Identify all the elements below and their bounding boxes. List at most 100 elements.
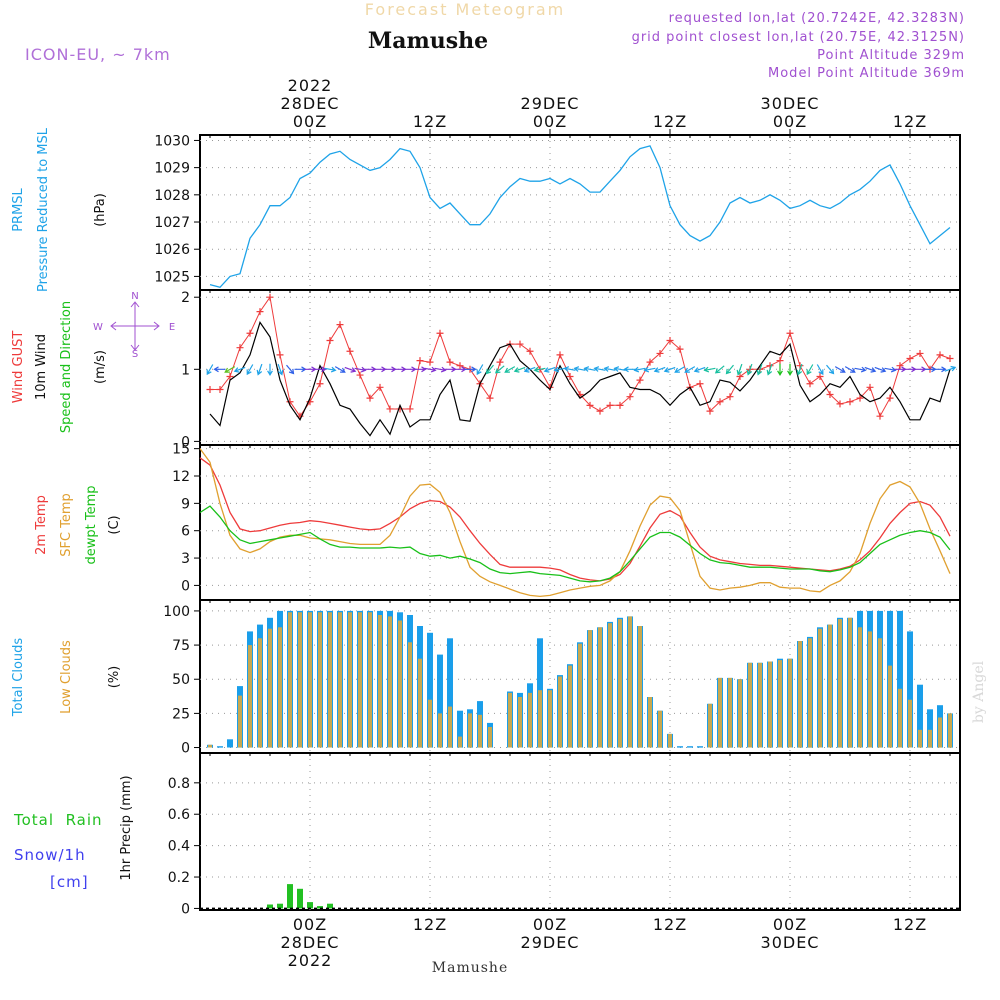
low-clouds-bar [818,628,822,748]
temp2m-line [199,457,951,582]
low-clouds-bar [518,697,522,748]
wind-direction-arrow [553,366,566,373]
gust-marker [866,383,874,391]
y-tick-label: 2 [181,290,190,306]
compass-w: W [93,322,103,333]
low-clouds-bar [298,612,302,748]
wind-direction-arrow [864,366,877,373]
low-clouds-bar [568,665,572,748]
wind-direction-arrow [914,366,927,373]
prmsl-label: PRMSL [11,187,26,231]
wind-direction-arrow [563,366,576,372]
pressure-label: Pressure Reduced to MSL [36,127,51,292]
top-time-label: 00Z [773,112,807,131]
top-time-label: 12Z [653,112,687,131]
low-clouds-bar [428,699,432,748]
wind-direction-arrow [854,366,867,373]
gust-marker [416,357,424,365]
low-clouds-bar [348,612,352,748]
low-clouds-bar [758,662,762,748]
low-clouds-bar [878,638,882,748]
wind-direction-arrow [756,363,763,376]
top-time-label: 00Z [533,112,567,131]
wind-direction-arrow [213,366,226,373]
wind-direction-arrow [206,364,214,376]
gust-marker [316,380,324,388]
total-clouds-bar [687,746,693,748]
top-time-label: 29DEC [521,94,580,113]
low-clouds-bar [808,638,812,748]
low-clouds-bar [208,744,212,748]
gust-marker [496,358,504,366]
low-clouds-bar [928,729,932,748]
wind-direction-arrow [844,366,856,373]
bottom-time-label: 12Z [413,915,447,934]
panel-4 [194,752,961,911]
gust-marker [406,405,414,413]
low-clouds-bar [558,676,562,748]
panel-frame [199,444,961,601]
wind-direction-arrow [294,366,307,373]
low-clouds-bar [548,690,552,748]
low-clouds-bar [528,692,532,748]
wind-direction-arrow [444,366,457,373]
total-clouds-bar [927,709,933,748]
gust-marker [276,351,284,359]
gust-marker [486,394,494,402]
low-clouds-bar [938,717,942,748]
gust-marker [226,373,234,381]
pressure-unit: (hPa) [93,193,108,227]
wind-direction-arrow [533,366,546,373]
bottom-time-label: 00Z [773,915,807,934]
y-tick-label: 0 [181,578,190,594]
wind-direction-arrow [464,366,477,373]
wind10-label: 10m Wind [34,334,49,400]
low-clouds-bar [728,677,732,748]
bottom-time-label: 12Z [893,915,927,934]
gust-marker [386,405,394,413]
gust-marker [846,398,854,406]
low-clouds-bar [658,710,662,748]
gust-marker [566,373,574,381]
wind-direction-arrow [414,366,427,373]
bottom-time-label: 00Z [293,915,327,934]
compass-rose: N S W E [93,291,175,360]
low-clouds-bar [318,612,322,748]
low-clouds-bar [288,612,292,748]
y-tick-label: 15 [172,442,190,458]
wind-direction-arrow [513,366,526,373]
wind-direction-arrow [593,366,606,372]
bottom-time-label: 28DEC [281,933,340,952]
y-tick-label: 3 [181,551,190,567]
faint-title: Forecast Meteogram [365,0,565,19]
temp-unit: (C) [107,515,122,534]
watermark: by Angel [971,660,987,723]
low-clouds-bar [258,638,262,748]
gust-marker [886,394,894,402]
wind-direction-arrow [344,366,357,373]
gust-marker [646,358,654,366]
low-clouds-bar [948,713,952,748]
low-clouds-bar [668,733,672,748]
gust-marker [916,349,924,357]
wind-direction-arrow [613,366,626,372]
gust-marker [696,380,704,388]
wind-direction-arrow [374,366,387,373]
bottom-time-label: 29DEC [521,933,580,952]
model-label: ICON-EU, ~ 7km [25,45,171,64]
wind-direction-arrow [246,364,254,376]
low-clouds-bar [798,641,802,748]
gust-marker [456,362,464,370]
gust-marker [836,400,844,408]
gust-marker [606,401,614,409]
wind-direction-arrow [434,366,447,373]
wind-direction-arrow [725,364,734,375]
panel-2 [194,444,961,601]
rain-bar [297,888,303,909]
panel-frame [199,752,961,911]
y-tick-label: 50 [172,672,190,688]
low-clouds-bar [248,645,252,748]
gust-marker [326,336,334,344]
wind-direction-arrow [504,366,516,373]
